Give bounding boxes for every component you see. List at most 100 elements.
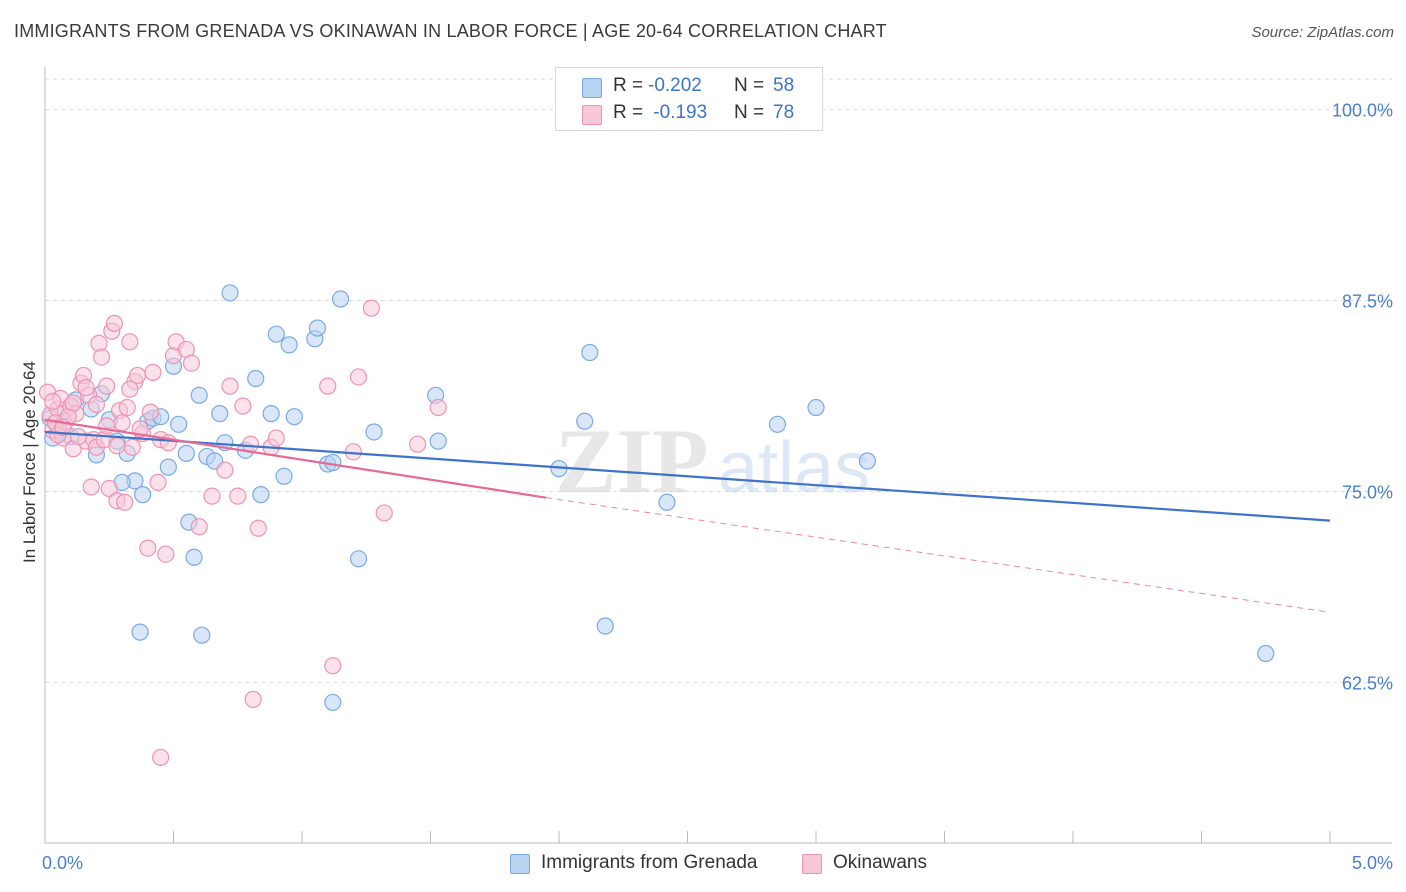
legend-swatch-okinawans: [582, 105, 602, 125]
grenada-point: [252, 486, 270, 504]
grenada-point: [596, 617, 614, 635]
okinawan-point: [221, 377, 239, 395]
grenada-point: [159, 458, 177, 476]
grenada-point: [324, 693, 342, 712]
grenada-point: [308, 319, 327, 337]
axes: [44, 67, 1392, 844]
okinawan-point: [152, 748, 170, 767]
grenada-point: [267, 325, 285, 343]
grenada-trend-line: [44, 430, 1331, 522]
okinawan-point: [108, 437, 126, 455]
okinawan-point: [234, 397, 252, 415]
chart-title: IMMIGRANTS FROM GRENADA VS OKINAWAN IN L…: [14, 21, 887, 41]
okinawan-point: [64, 394, 82, 412]
okinawan-trend-extension: [546, 497, 1331, 613]
okinawan-point: [190, 518, 208, 536]
okinawan-point: [100, 479, 118, 498]
grenada-point: [170, 415, 188, 433]
grenada-point: [768, 415, 787, 433]
okinawan-point: [123, 438, 141, 456]
grenada-point: [365, 423, 383, 441]
legend-r-label: R =: [613, 75, 644, 96]
okinawan-point: [429, 398, 447, 417]
bottom-legend-swatch-grenada: [510, 854, 530, 874]
grenada-point: [349, 550, 368, 568]
grenada-point: [177, 444, 195, 462]
grenada-point: [131, 623, 149, 641]
bottom-legend-swatch-okinawans: [802, 854, 822, 874]
okinawan-point: [267, 429, 285, 447]
legend-r-value: -0.202: [648, 75, 702, 96]
grenada-point: [185, 548, 203, 566]
okinawan-point: [375, 504, 393, 522]
okinawan-point: [118, 398, 136, 417]
grenada-point: [581, 343, 599, 362]
okinawan-point: [216, 461, 234, 479]
grenada-point: [275, 467, 293, 485]
okinawan-point: [182, 354, 201, 372]
grenada-point: [331, 290, 350, 308]
trend-lines: [44, 418, 1331, 613]
grenada-point: [807, 398, 825, 417]
y-axis-label: In Labor Force | Age 20-64: [20, 361, 39, 563]
okinawan-point: [82, 478, 100, 496]
legend-n-label: N =: [734, 75, 765, 96]
okinawan-point: [69, 427, 88, 446]
okinawan-point: [121, 380, 139, 398]
watermark-atlas: atlas: [718, 428, 870, 508]
grenada-point: [576, 412, 594, 430]
bottom-legend-label-okinawans: Okinawans: [833, 852, 927, 873]
x-tick-label: 5.0%: [1352, 853, 1393, 873]
y-tick-label: 100.0%: [1332, 101, 1393, 121]
okinawan-point: [98, 377, 116, 395]
y-tick-label: 75.0%: [1342, 483, 1393, 503]
legend-r-label: R =: [613, 102, 644, 123]
grenada-point: [190, 386, 208, 404]
watermark: ZIP atlas: [555, 410, 870, 512]
legend-n-value: 58: [773, 75, 795, 96]
okinawan-point: [409, 435, 427, 453]
grenada-point: [221, 284, 239, 302]
okinawan-point: [203, 487, 221, 505]
okinawan-point: [324, 657, 342, 675]
tick-labels: 100.0% 87.5% 75.0% 62.5% 0.0% 5.0%: [42, 101, 1393, 873]
okinawan-point: [105, 314, 123, 333]
y-tick-label: 62.5%: [1342, 674, 1393, 694]
okinawan-point: [349, 368, 368, 386]
grenada-point: [247, 369, 265, 388]
okinawan-point: [121, 333, 139, 351]
data-points: [38, 284, 1275, 767]
okinawan-point: [139, 539, 157, 557]
okinawan-point: [44, 392, 62, 411]
grenada-point: [429, 432, 447, 450]
okinawan-point: [249, 519, 267, 537]
source-label: Source: ZipAtlas.com: [1251, 24, 1394, 41]
grenada-point: [134, 486, 152, 504]
grenada-point: [285, 408, 303, 426]
grenada-point: [193, 626, 211, 644]
legend-n-value: 78: [773, 102, 795, 123]
legend-n-label: N =: [734, 102, 765, 123]
legend-row-okinawans: R = -0.193 N = 78: [556, 102, 822, 128]
grenada-point: [1257, 644, 1275, 663]
correlation-legend: R = -0.202 N = 58 R = -0.193 N = 78: [555, 67, 823, 131]
bottom-legend-label-grenada: Immigrants from Grenada: [541, 852, 758, 873]
okinawan-point: [149, 473, 167, 491]
okinawan-point: [116, 493, 134, 511]
okinawan-point: [319, 377, 337, 395]
okinawan-point: [98, 417, 116, 435]
okinawan-point: [362, 299, 380, 317]
okinawan-point: [87, 395, 106, 414]
okinawan-trend-line: [44, 418, 547, 499]
okinawan-point: [157, 545, 175, 563]
okinawan-point: [244, 690, 262, 708]
legend-swatch-grenada: [582, 78, 602, 98]
okinawan-point: [229, 487, 247, 505]
grenada-point: [211, 405, 229, 423]
legend-row-grenada: R = -0.202 N = 58: [556, 75, 822, 101]
legend-r-value: -0.193: [648, 102, 708, 123]
grenada-point: [658, 493, 676, 511]
okinawan-point: [77, 379, 95, 397]
grenada-point: [280, 336, 298, 354]
